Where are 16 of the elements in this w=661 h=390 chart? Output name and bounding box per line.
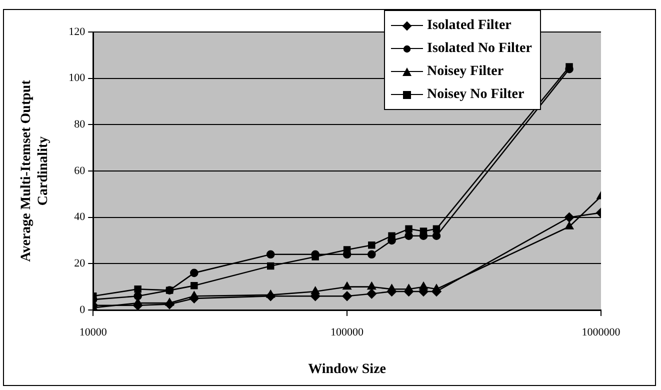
legend-label: Isolated Filter: [427, 17, 512, 35]
x-axis-title: Window Size: [308, 362, 386, 378]
y-tick-label: 100: [68, 72, 86, 84]
x-tick-label: 10000: [79, 326, 108, 338]
legend-label: Isolated No Filter: [427, 40, 532, 58]
y-tick-label: 20: [74, 258, 86, 270]
x-tick-label: 1000000: [582, 326, 621, 338]
y-tick-label: 60: [74, 164, 86, 177]
y-tick-label: 0: [80, 304, 86, 316]
y-tick-label: 120: [68, 26, 86, 38]
y-tick-label: 80: [74, 118, 86, 131]
x-tick-label: 100000: [330, 326, 364, 338]
y-axis-title: Average Multi-Itemset Output Cardinality: [19, 80, 51, 262]
y-tick-label: 40: [74, 211, 86, 224]
legend-label: Noisey Filter: [427, 63, 504, 81]
legend-label: Noisey No Filter: [427, 86, 524, 104]
